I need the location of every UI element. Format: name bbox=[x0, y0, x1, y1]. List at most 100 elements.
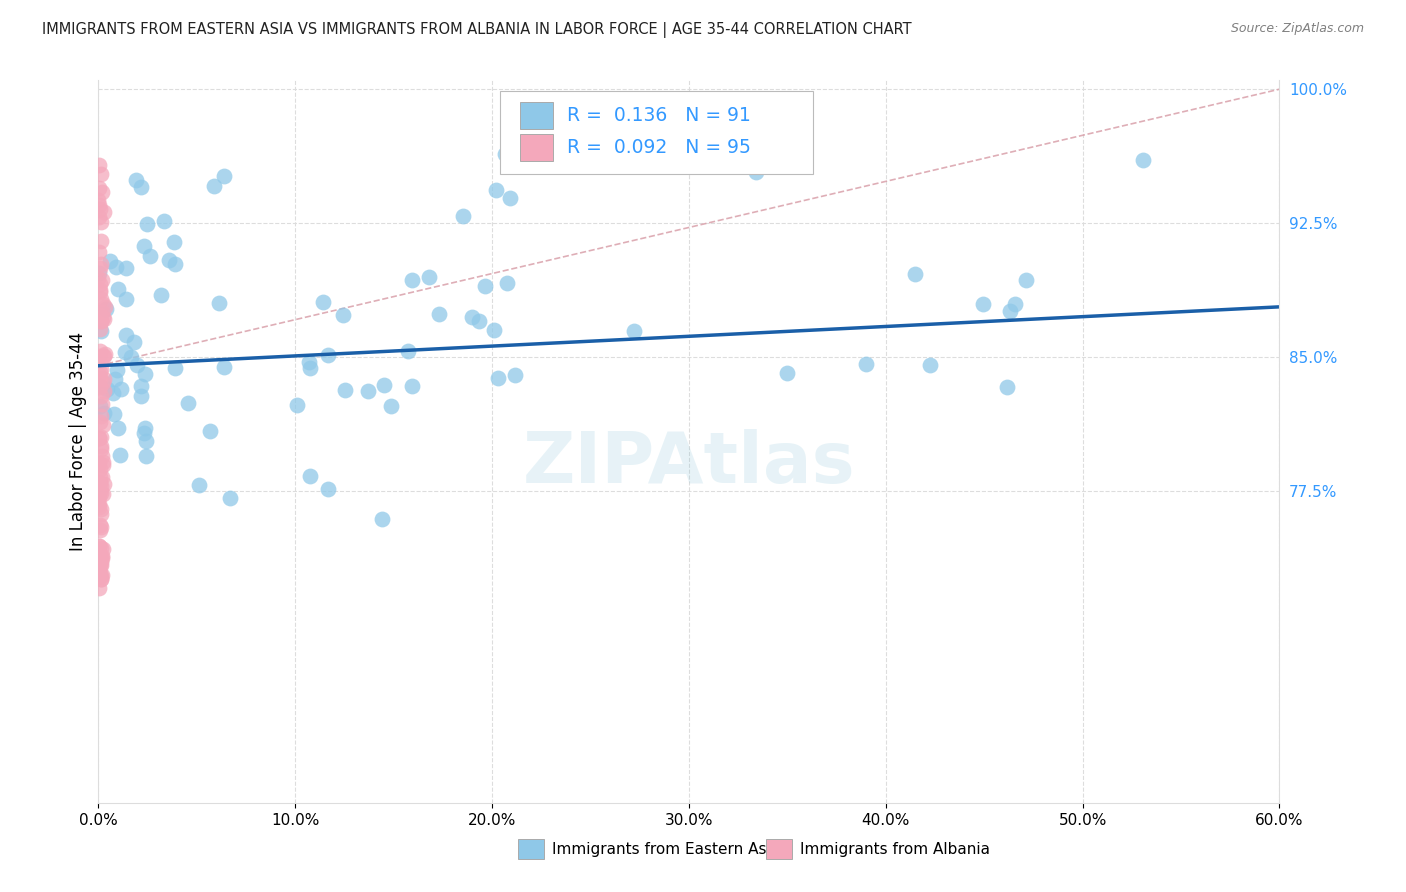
Point bbox=[89, 372, 111, 386]
Point bbox=[90, 409, 112, 424]
Point bbox=[134, 421, 156, 435]
Point bbox=[89, 368, 111, 382]
Point bbox=[89, 277, 111, 291]
Point bbox=[91, 310, 114, 325]
Point bbox=[87, 457, 110, 471]
Point bbox=[90, 558, 112, 573]
Point bbox=[89, 517, 111, 532]
Point bbox=[87, 349, 110, 363]
Point bbox=[91, 542, 114, 557]
Point bbox=[87, 271, 110, 285]
Point bbox=[855, 357, 877, 371]
Point bbox=[89, 549, 111, 564]
Point bbox=[474, 278, 496, 293]
Point bbox=[89, 181, 111, 195]
Point bbox=[299, 469, 322, 483]
Point bbox=[93, 372, 115, 386]
Point bbox=[90, 314, 112, 328]
Point bbox=[105, 363, 128, 377]
Point bbox=[87, 308, 110, 322]
Point bbox=[89, 491, 111, 505]
Point bbox=[995, 380, 1018, 394]
Point bbox=[134, 368, 156, 382]
Point bbox=[89, 566, 111, 581]
Point bbox=[285, 398, 308, 412]
Point bbox=[453, 210, 475, 224]
Text: IMMIGRANTS FROM EASTERN ASIA VS IMMIGRANTS FROM ALBANIA IN LABOR FORCE | AGE 35-: IMMIGRANTS FROM EASTERN ASIA VS IMMIGRAN… bbox=[42, 22, 912, 38]
Point bbox=[90, 234, 112, 248]
Point bbox=[93, 311, 115, 326]
Point bbox=[903, 267, 925, 281]
Point bbox=[91, 273, 114, 287]
Point bbox=[396, 343, 419, 358]
Point bbox=[90, 508, 112, 522]
Point bbox=[202, 179, 225, 194]
Bar bbox=[520, 102, 553, 129]
Point bbox=[93, 300, 115, 314]
Point bbox=[150, 288, 173, 302]
Point bbox=[134, 425, 156, 440]
Point bbox=[94, 301, 117, 316]
Point bbox=[90, 430, 112, 444]
Point bbox=[91, 375, 114, 389]
Point bbox=[371, 512, 394, 526]
Point bbox=[90, 324, 112, 338]
Point bbox=[93, 406, 115, 420]
Point bbox=[90, 501, 112, 516]
Point bbox=[89, 539, 111, 553]
Point bbox=[1132, 153, 1154, 167]
Point bbox=[505, 368, 527, 383]
Point bbox=[163, 235, 186, 249]
Point bbox=[135, 218, 157, 232]
Point bbox=[312, 295, 335, 310]
Point bbox=[110, 448, 132, 462]
Point bbox=[129, 389, 152, 403]
Point bbox=[114, 292, 136, 306]
Point bbox=[461, 310, 484, 325]
Point bbox=[89, 260, 111, 275]
Point bbox=[468, 314, 491, 328]
Point bbox=[485, 184, 508, 198]
Point bbox=[139, 249, 162, 263]
Point bbox=[496, 277, 519, 291]
Point bbox=[90, 567, 112, 582]
Point bbox=[87, 378, 110, 392]
Point bbox=[219, 491, 242, 505]
Point bbox=[90, 569, 112, 583]
Point bbox=[91, 297, 114, 311]
Point bbox=[91, 417, 114, 432]
Point bbox=[93, 204, 115, 219]
Point bbox=[212, 359, 235, 374]
Point bbox=[316, 482, 339, 496]
Point bbox=[91, 549, 114, 563]
Point bbox=[91, 470, 114, 484]
Point bbox=[93, 347, 115, 361]
Point bbox=[114, 344, 136, 359]
Point bbox=[998, 304, 1021, 318]
Point bbox=[90, 572, 112, 586]
Point bbox=[101, 385, 124, 400]
Text: R =  0.092   N = 95: R = 0.092 N = 95 bbox=[567, 138, 751, 157]
Point bbox=[89, 476, 111, 491]
Point bbox=[89, 283, 111, 297]
Point bbox=[103, 407, 125, 421]
Point bbox=[153, 214, 176, 228]
Bar bbox=[520, 134, 553, 161]
Point bbox=[89, 344, 111, 359]
Point bbox=[90, 555, 112, 569]
Point bbox=[89, 462, 111, 476]
Point bbox=[89, 523, 111, 537]
Point bbox=[90, 541, 112, 555]
Point bbox=[357, 384, 380, 399]
Point bbox=[745, 165, 768, 179]
Point bbox=[89, 202, 111, 216]
Point bbox=[90, 361, 112, 376]
Point bbox=[89, 365, 111, 379]
Point bbox=[89, 581, 111, 595]
Point bbox=[90, 439, 112, 453]
Point bbox=[93, 349, 115, 363]
Point bbox=[380, 400, 402, 414]
Point bbox=[89, 520, 111, 534]
Point bbox=[103, 372, 125, 386]
Point bbox=[110, 382, 132, 396]
